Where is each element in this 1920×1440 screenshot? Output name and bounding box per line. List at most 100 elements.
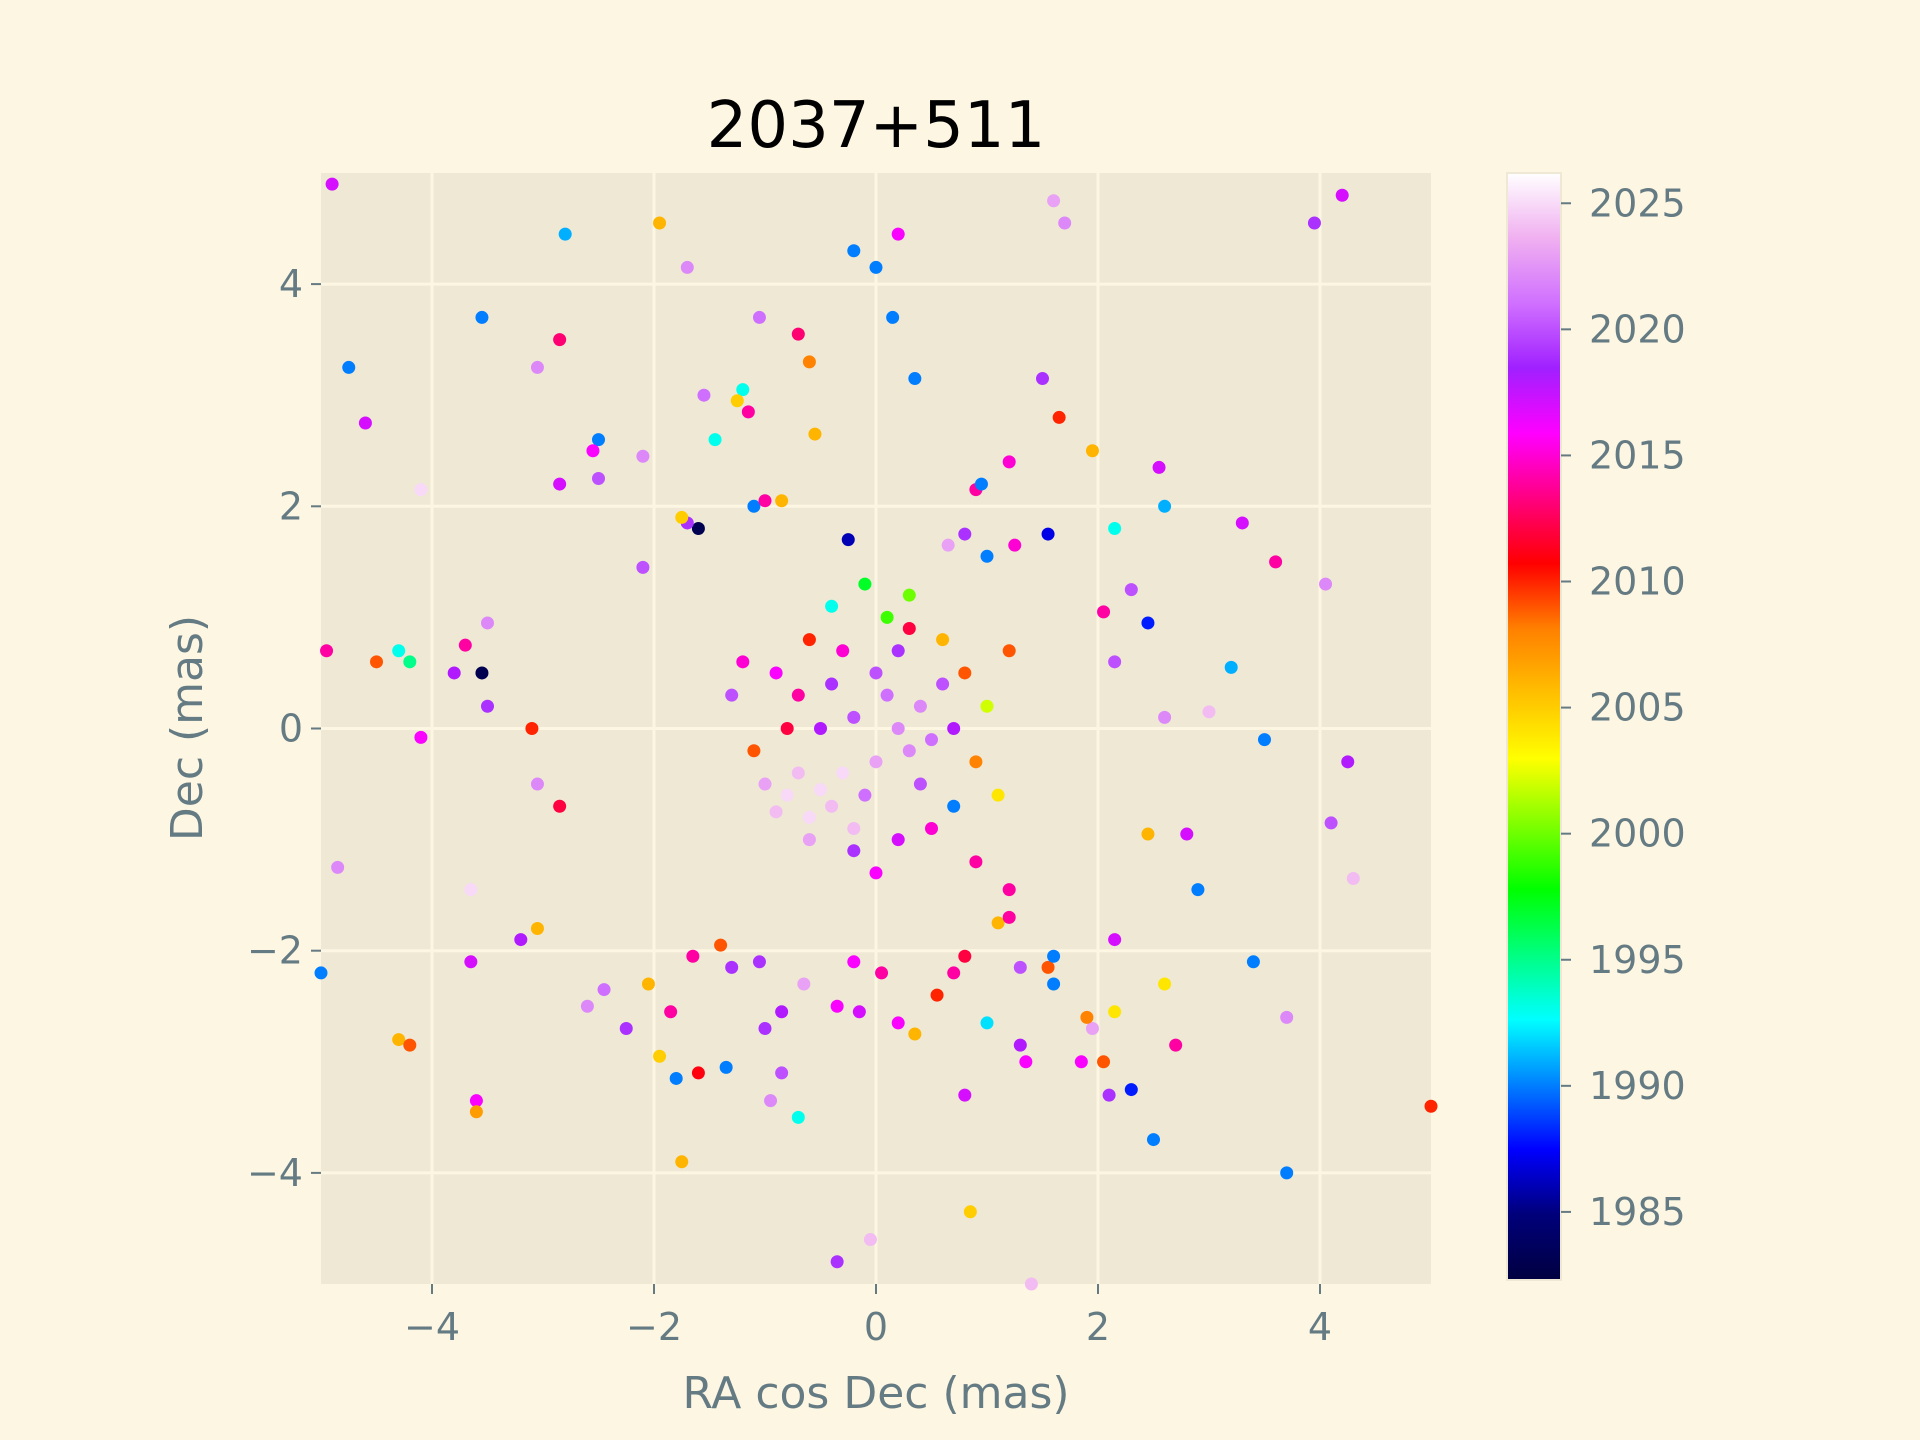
scatter-point xyxy=(1002,644,1016,658)
scatter-point xyxy=(403,655,417,669)
scatter-point xyxy=(869,755,883,769)
scatter-point xyxy=(525,722,539,735)
scatter-point xyxy=(325,177,339,191)
y-tick-label: 4 xyxy=(279,262,303,306)
scatter-point xyxy=(1074,1055,1088,1069)
scatter-point xyxy=(653,1049,667,1063)
scatter-point xyxy=(1047,949,1061,963)
scatter-point xyxy=(725,688,739,702)
scatter-point xyxy=(1097,1055,1111,1069)
scatter-point xyxy=(1147,1133,1160,1147)
scatter-point xyxy=(331,860,345,874)
scatter-point xyxy=(847,955,861,969)
scatter-point xyxy=(514,933,528,947)
scatter-point xyxy=(802,633,816,647)
scatter-point xyxy=(980,549,994,563)
scatter-point xyxy=(1141,616,1155,630)
scatter-point xyxy=(1141,827,1155,841)
scatter-point xyxy=(730,394,744,408)
scatter-point xyxy=(925,821,938,835)
scatter-point xyxy=(358,416,372,430)
scatter-point xyxy=(841,533,855,547)
scatter-point xyxy=(991,788,1005,802)
scatter-point xyxy=(481,616,494,630)
scatter-point xyxy=(1019,1055,1033,1069)
scatter-point xyxy=(1058,216,1072,230)
scatter-point xyxy=(886,310,900,324)
scatter-point xyxy=(908,372,922,386)
scatter-point xyxy=(974,477,988,491)
scatter-point xyxy=(775,1066,789,1080)
scatter-point xyxy=(370,655,383,669)
scatter-point xyxy=(1158,977,1172,991)
x-axis-label: RA cos Dec (mas) xyxy=(682,1368,1069,1419)
y-tick-label: 2 xyxy=(279,484,303,528)
scatter-point xyxy=(736,383,750,397)
scatter-point xyxy=(719,1060,733,1074)
scatter-point xyxy=(802,833,816,847)
scatter-point xyxy=(320,644,334,658)
x-tick-label: −2 xyxy=(626,1305,682,1349)
scatter-point xyxy=(553,477,567,491)
scatter-point xyxy=(847,821,861,835)
scatter-point xyxy=(947,722,961,735)
scatter-point xyxy=(825,677,839,691)
scatter-point xyxy=(947,799,961,813)
scatter-point xyxy=(825,799,839,813)
scatter-point xyxy=(830,999,844,1013)
scatter-point xyxy=(1002,883,1016,897)
scatter-point xyxy=(980,1016,994,1030)
scatter-point xyxy=(464,955,478,969)
scatter-point xyxy=(780,788,794,802)
scatter-point xyxy=(691,1066,705,1080)
scatter-point xyxy=(752,955,766,969)
scatter-point xyxy=(1085,444,1099,458)
scatter-point xyxy=(891,1016,905,1030)
colorbar-tick-label: 1990 xyxy=(1589,1064,1686,1108)
scatter-point xyxy=(1097,605,1111,619)
scatter-point xyxy=(941,538,955,552)
scatter-point xyxy=(714,938,728,952)
scatter-points xyxy=(314,177,1438,1291)
y-tick-label: −4 xyxy=(247,1151,303,1195)
scatter-point xyxy=(1041,960,1055,974)
scatter-point xyxy=(891,722,905,735)
scatter-point xyxy=(958,666,972,680)
scatter-point xyxy=(791,1110,805,1124)
scatter-point xyxy=(863,1233,877,1247)
scatter-point xyxy=(619,1021,633,1035)
scatter-point xyxy=(530,777,544,791)
scatter-point xyxy=(764,1094,778,1108)
scatter-point xyxy=(1324,816,1338,830)
scatter-point xyxy=(847,844,861,858)
scatter-point xyxy=(1024,1277,1038,1291)
scatter-point xyxy=(802,810,816,824)
colorbar-tick-label: 2005 xyxy=(1589,686,1686,730)
scatter-point xyxy=(530,360,544,374)
scatter-point xyxy=(392,1033,406,1047)
scatter-point xyxy=(969,755,983,769)
scatter-point xyxy=(747,499,761,513)
scatter-point xyxy=(747,744,761,758)
scatter-point xyxy=(1102,1088,1116,1102)
scatter-point xyxy=(891,644,905,658)
scatter-point xyxy=(475,666,489,680)
scatter-point xyxy=(1158,499,1172,513)
scatter-point xyxy=(830,1255,844,1269)
scatter-point xyxy=(1013,960,1027,974)
scatter-point xyxy=(1158,710,1172,724)
scatter-point xyxy=(741,405,755,419)
scatter-point xyxy=(908,1027,922,1041)
scatter-point xyxy=(958,1088,972,1102)
scatter-point xyxy=(869,866,883,880)
scatter-point xyxy=(1424,1099,1438,1113)
scatter-point xyxy=(592,472,605,486)
scatter-point xyxy=(969,855,983,869)
scatter-point xyxy=(314,966,328,980)
scatter-point xyxy=(414,730,428,744)
scatter-point xyxy=(991,916,1005,930)
scatter-point xyxy=(1036,372,1049,386)
x-tick-label: 2 xyxy=(1086,1305,1110,1349)
scatter-point xyxy=(1052,410,1066,424)
colorbar-tick-label: 2025 xyxy=(1589,181,1686,225)
